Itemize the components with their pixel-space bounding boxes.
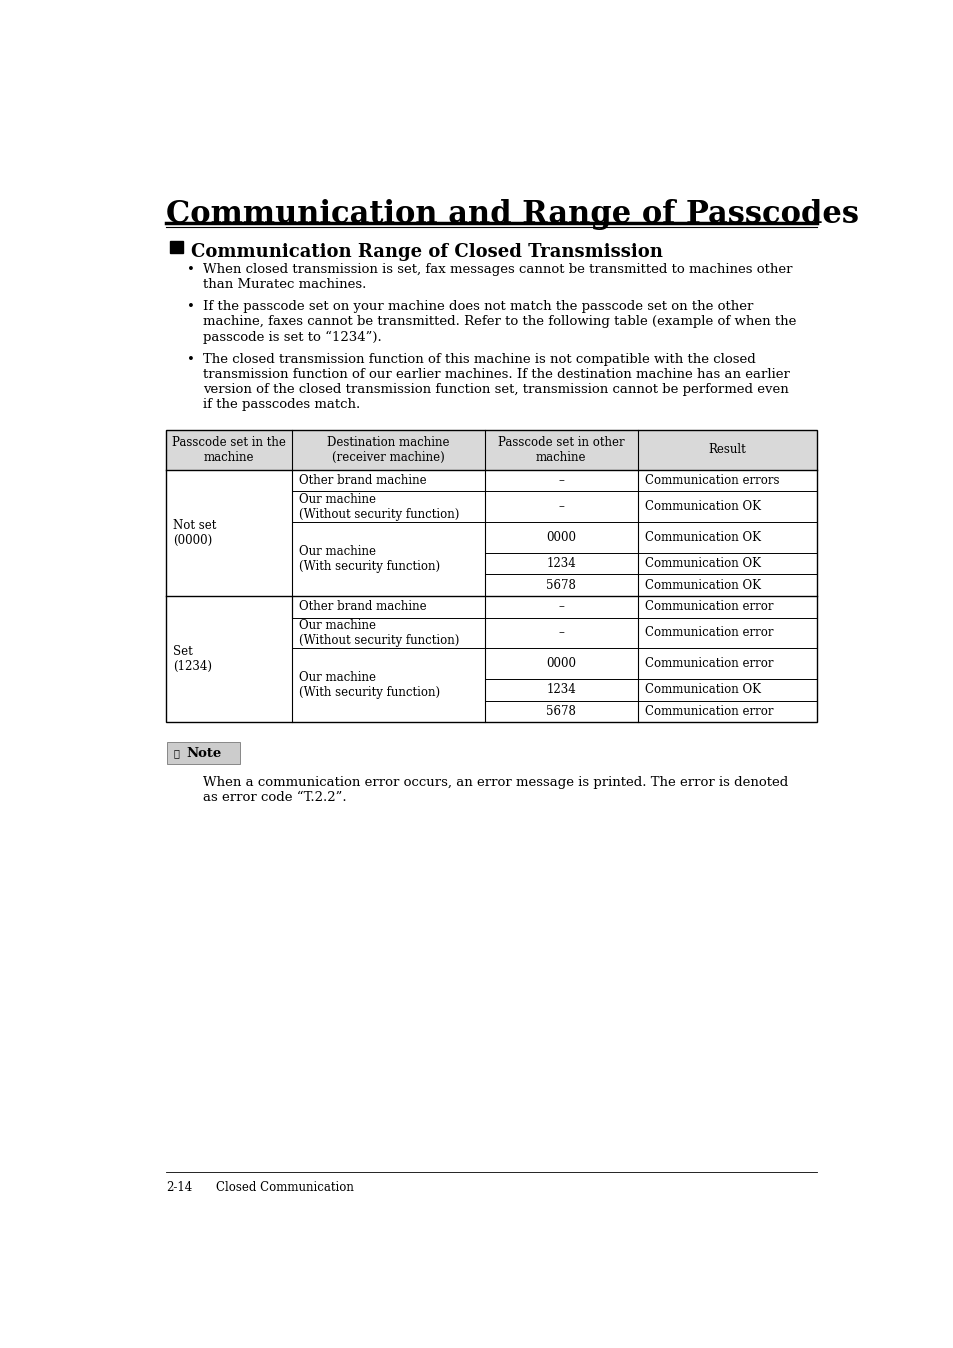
- Text: 0000: 0000: [545, 531, 576, 545]
- Text: Set
(1234): Set (1234): [172, 646, 212, 673]
- Text: Our machine
(Without security function): Our machine (Without security function): [299, 619, 459, 647]
- Bar: [171, 241, 183, 253]
- Text: if the passcodes match.: if the passcodes match.: [203, 398, 360, 411]
- Text: Closed Communication: Closed Communication: [216, 1181, 354, 1194]
- Text: Communication OK: Communication OK: [644, 531, 760, 545]
- Text: transmission function of our earlier machines. If the destination machine has an: transmission function of our earlier mac…: [203, 368, 789, 381]
- Text: Passcode set in the
machine: Passcode set in the machine: [172, 435, 286, 464]
- Text: 📄: 📄: [173, 748, 179, 758]
- Text: 2-14: 2-14: [166, 1181, 192, 1194]
- Text: Destination machine
(receiver machine): Destination machine (receiver machine): [327, 435, 450, 464]
- FancyBboxPatch shape: [167, 743, 240, 764]
- Text: •: •: [187, 263, 195, 275]
- Text: Our machine
(With security function): Our machine (With security function): [299, 671, 440, 700]
- Text: Communication error: Communication error: [644, 600, 772, 613]
- Text: Communication OK: Communication OK: [644, 500, 760, 514]
- Text: –: –: [558, 474, 563, 487]
- Text: Other brand machine: Other brand machine: [299, 474, 427, 487]
- Text: than Muratec machines.: than Muratec machines.: [203, 278, 366, 291]
- Text: •: •: [187, 301, 195, 313]
- Text: 5678: 5678: [546, 578, 576, 592]
- Text: Communication OK: Communication OK: [644, 683, 760, 697]
- Text: Communication OK: Communication OK: [644, 578, 760, 592]
- Text: When a communication error occurs, an error message is printed. The error is den: When a communication error occurs, an er…: [203, 776, 787, 789]
- Text: Our machine
(Without security function): Our machine (Without security function): [299, 492, 459, 520]
- Text: 0000: 0000: [545, 658, 576, 670]
- Text: machine, faxes cannot be transmitted. Refer to the following table (example of w: machine, faxes cannot be transmitted. Re…: [203, 315, 796, 328]
- Text: as error code “T.2.2”.: as error code “T.2.2”.: [203, 791, 346, 805]
- Text: –: –: [558, 500, 563, 514]
- Text: Communication error: Communication error: [644, 627, 772, 639]
- Text: passcode is set to “1234”).: passcode is set to “1234”).: [203, 330, 381, 344]
- Text: Other brand machine: Other brand machine: [299, 600, 427, 613]
- Text: The closed transmission function of this machine is not compatible with the clos: The closed transmission function of this…: [203, 353, 755, 365]
- Text: 5678: 5678: [546, 705, 576, 718]
- Text: version of the closed transmission function set, transmission cannot be performe: version of the closed transmission funct…: [203, 383, 788, 396]
- Text: –: –: [558, 600, 563, 613]
- Bar: [166, 430, 816, 469]
- Text: •: •: [187, 353, 195, 365]
- Text: Passcode set in other
machine: Passcode set in other machine: [497, 435, 624, 464]
- Text: 1234: 1234: [546, 557, 576, 570]
- Text: 1234: 1234: [546, 683, 576, 697]
- Text: Communication errors: Communication errors: [644, 474, 779, 487]
- Text: Our machine
(With security function): Our machine (With security function): [299, 545, 440, 573]
- Text: Result: Result: [707, 443, 745, 456]
- Text: If the passcode set on your machine does not match the passcode set on the other: If the passcode set on your machine does…: [203, 301, 753, 313]
- Text: Note: Note: [186, 747, 221, 759]
- Text: Communication Range of Closed Transmission: Communication Range of Closed Transmissi…: [191, 244, 661, 262]
- Text: Communication OK: Communication OK: [644, 557, 760, 570]
- Text: When closed transmission is set, fax messages cannot be transmitted to machines : When closed transmission is set, fax mes…: [203, 263, 792, 275]
- Text: Communication and Range of Passcodes: Communication and Range of Passcodes: [166, 198, 858, 229]
- Bar: [166, 430, 816, 723]
- Text: Not set
(0000): Not set (0000): [172, 519, 216, 547]
- Text: Communication error: Communication error: [644, 658, 772, 670]
- Text: –: –: [558, 627, 563, 639]
- Text: Communication error: Communication error: [644, 705, 772, 718]
